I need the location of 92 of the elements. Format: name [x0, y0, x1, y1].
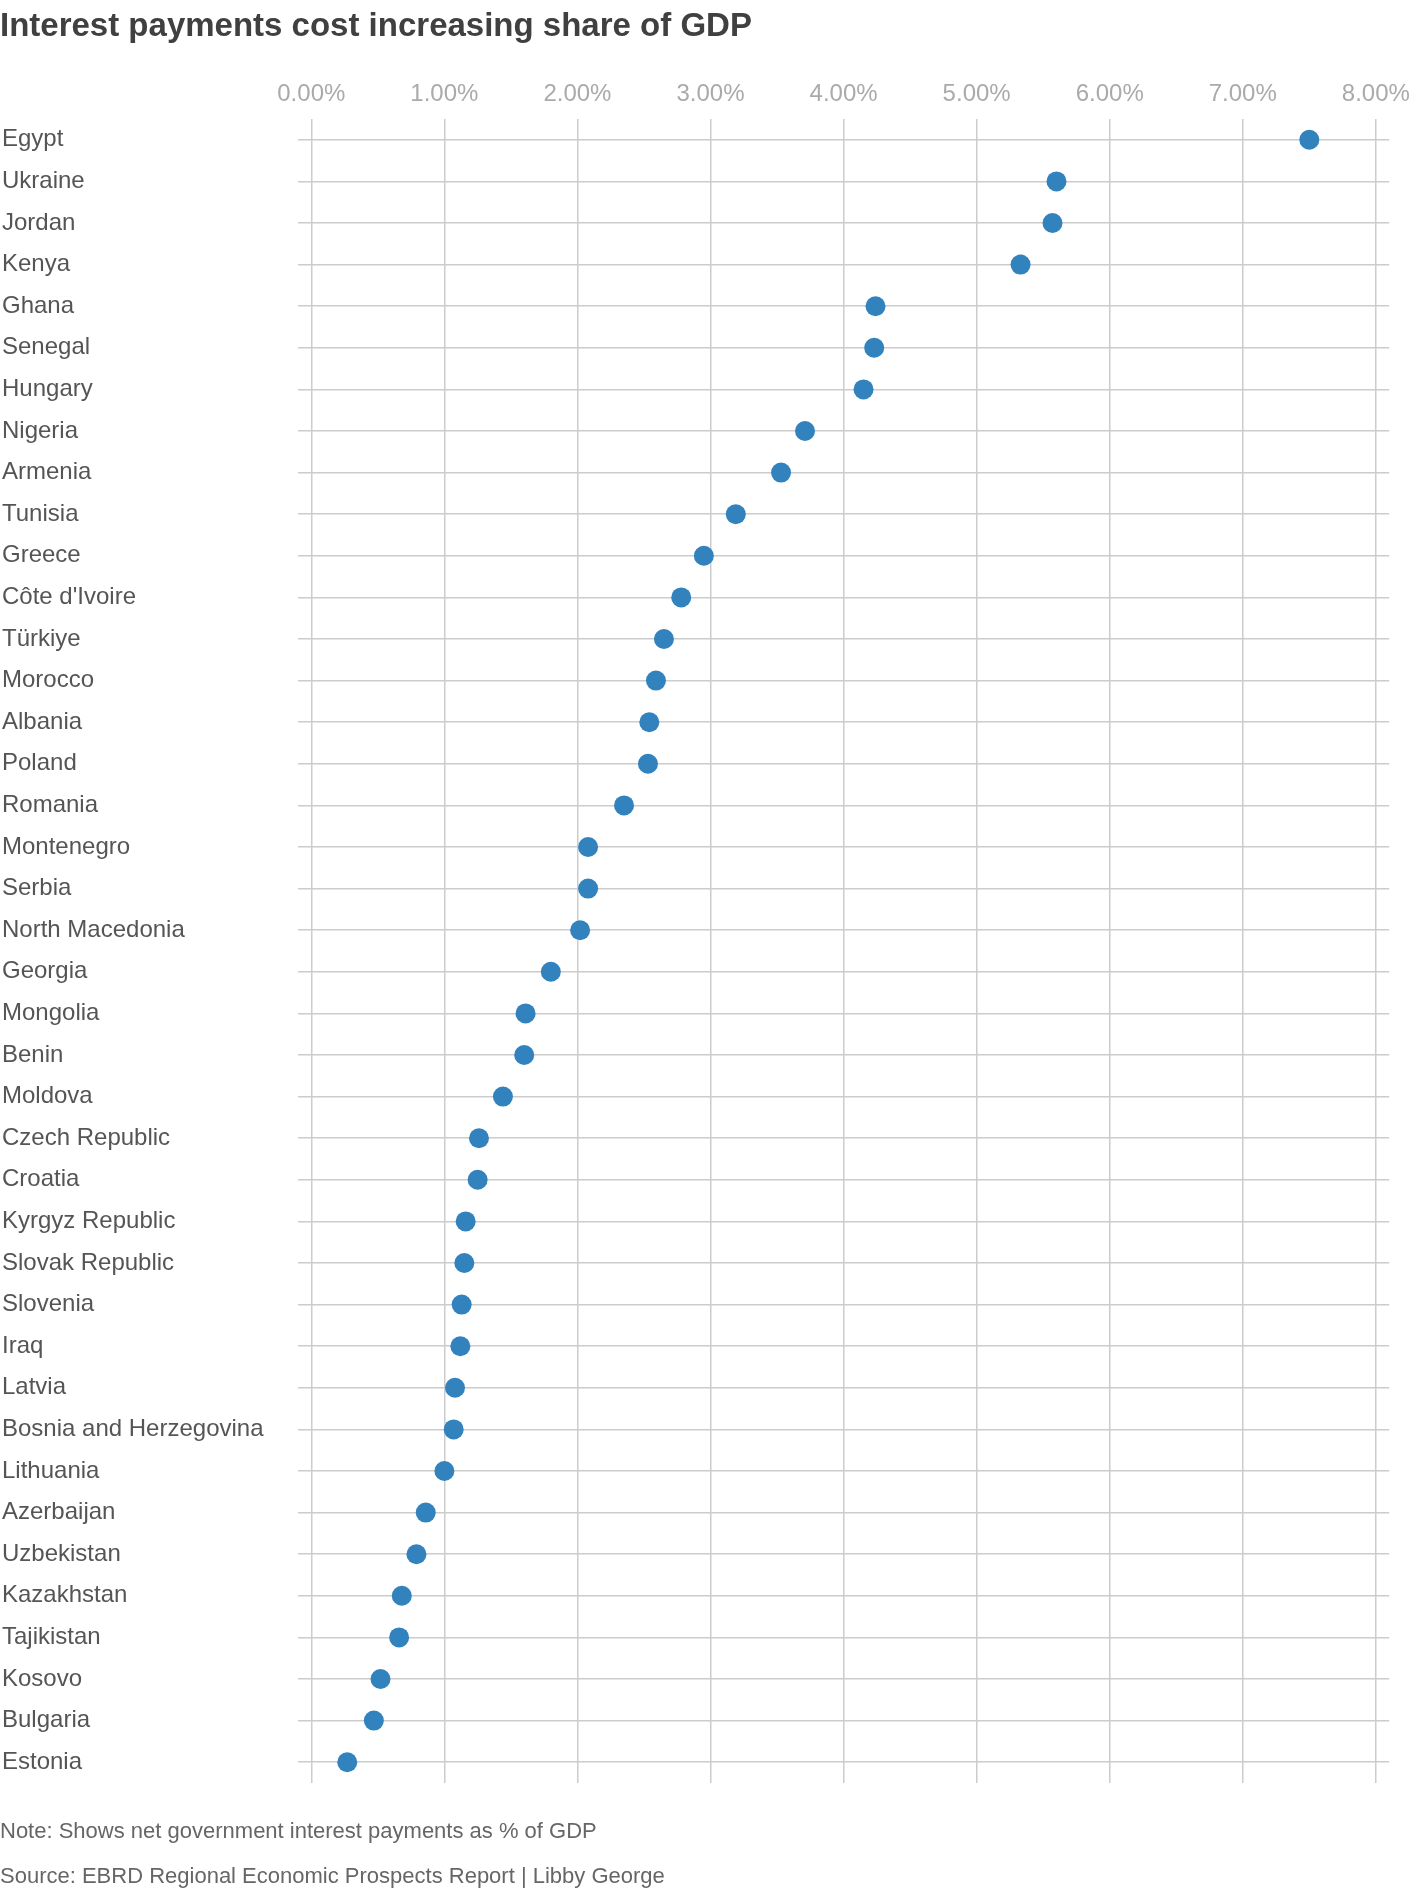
point [771, 462, 792, 483]
point [406, 1544, 427, 1565]
y-tick-label: Poland [2, 748, 77, 776]
point [467, 1169, 488, 1190]
x-tick-label: 3.00% [676, 79, 745, 107]
y-tick-label: Montenegro [2, 831, 131, 859]
y-tick-label: Georgia [2, 956, 89, 984]
y-tick-label: Croatia [2, 1164, 81, 1192]
point [671, 587, 692, 608]
text: Note: Shows net government interest payments as % of GDP [0, 1818, 597, 1844]
y-tick-label: Armenia [2, 457, 93, 485]
y-tick-label: Tunisia [2, 498, 80, 526]
x-tick-label: 6.00% [1075, 79, 1144, 107]
point [515, 1003, 536, 1024]
x-tick-label: 8.00% [1341, 79, 1410, 107]
y-tick-label: Iraq [2, 1330, 44, 1358]
point [391, 1585, 412, 1606]
point [864, 337, 885, 358]
y-tick-label: Czech Republic [2, 1122, 171, 1150]
y-tick-label: Kosovo [2, 1663, 83, 1691]
point [450, 1336, 471, 1357]
y-tick-label: Mongolia [2, 998, 101, 1026]
source-note: Source: EBRD Regional Economic Prospects Report | Libby George [0, 1863, 665, 1889]
point [1010, 254, 1031, 275]
y-tick-label: Latvia [2, 1372, 67, 1400]
point [468, 1128, 489, 1149]
point [445, 1377, 466, 1398]
y-tick-label: Slovak Republic [2, 1247, 175, 1275]
point [693, 545, 714, 566]
point [865, 296, 886, 317]
y-tick-label: Kyrgyz Republic [2, 1206, 176, 1234]
y-tick-label: Bulgaria [2, 1705, 91, 1733]
y-tick-label: Albania [2, 706, 83, 734]
point [570, 920, 591, 941]
point [337, 1752, 358, 1773]
point [1299, 129, 1320, 150]
y-tick-label: Moldova [2, 1081, 94, 1109]
y-tick-label: Estonia [2, 1746, 83, 1774]
y-tick-label: Bosnia and Herzegovina [2, 1414, 265, 1442]
y-tick-label: Senegal [2, 332, 91, 360]
point [434, 1461, 455, 1481]
point [363, 1710, 384, 1731]
point [637, 753, 658, 774]
chart-title: Interest payments cost increasing share of GDP [0, 6, 752, 44]
x-tick-label: 5.00% [942, 79, 1011, 107]
point [614, 795, 635, 816]
y-tick-label: Egypt [2, 124, 64, 152]
y-tick-label: Ukraine [2, 166, 85, 194]
point [451, 1294, 472, 1315]
point [645, 670, 666, 691]
y-tick-label: Hungary [2, 374, 93, 402]
y-tick-label: Lithuania [2, 1455, 101, 1483]
y-tick-label: Slovenia [2, 1289, 95, 1317]
y-tick-label: Côte d'Ivoire [2, 582, 136, 610]
point [514, 1045, 535, 1065]
y-tick-label: Benin [2, 1039, 64, 1067]
y-tick-label: Serbia [2, 873, 73, 901]
x-tick-label: 1.00% [410, 79, 479, 107]
x-tick-label: 7.00% [1208, 79, 1277, 107]
point [853, 379, 874, 400]
y-tick-label: North Macedonia [2, 914, 186, 942]
x-tick-label: 4.00% [809, 79, 878, 107]
point [415, 1502, 436, 1523]
y-tick-label: Ghana [2, 290, 75, 318]
y-tick-label: Tajikistan [2, 1622, 101, 1650]
point [653, 629, 674, 649]
point [455, 1211, 476, 1232]
y-tick-label: Nigeria [2, 415, 79, 443]
y-tick-label: Uzbekistan [2, 1538, 121, 1566]
y-tick-label: Azerbaijan [2, 1497, 116, 1525]
point [1042, 213, 1063, 233]
point [389, 1627, 410, 1648]
y-tick-label: Jordan [2, 207, 76, 235]
y-tick-label: Kazakhstan [2, 1580, 128, 1608]
y-tick-label: Greece [2, 540, 81, 568]
y-tick-label: Romania [2, 790, 99, 818]
x-tick-label: 0.00% [277, 79, 346, 107]
point [443, 1419, 464, 1440]
point [578, 837, 599, 857]
y-tick-label: Türkiye [2, 623, 81, 651]
y-tick-label: Kenya [2, 249, 71, 277]
point [725, 504, 746, 525]
point [578, 878, 599, 899]
point [639, 712, 660, 733]
point [794, 421, 815, 441]
point [370, 1669, 391, 1689]
point [454, 1253, 475, 1273]
y-tick-label: Morocco [2, 665, 95, 693]
point [1046, 171, 1067, 192]
point [540, 961, 561, 982]
point [492, 1086, 513, 1107]
x-tick-label: 2.00% [543, 79, 612, 107]
